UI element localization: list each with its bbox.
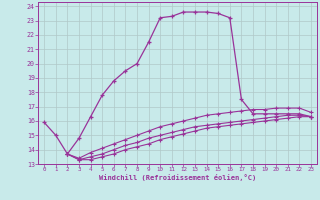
X-axis label: Windchill (Refroidissement éolien,°C): Windchill (Refroidissement éolien,°C): [99, 174, 256, 181]
